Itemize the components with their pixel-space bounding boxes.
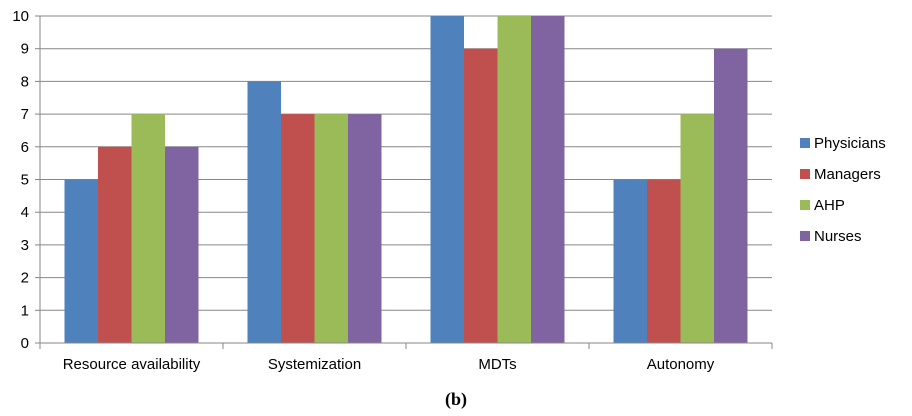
legend-label-ahp: AHP <box>814 197 845 214</box>
x-category-label: MDTs <box>478 356 516 373</box>
bar-managers <box>464 48 498 343</box>
y-tick-label: 2 <box>21 270 29 287</box>
bar-physicians <box>64 179 98 343</box>
bar-nurses <box>531 16 565 343</box>
x-category-label: Autonomy <box>647 356 715 373</box>
bar-ahp <box>680 114 714 343</box>
legend-label-managers: Managers <box>814 166 881 183</box>
legend-swatch-managers <box>800 169 810 179</box>
y-tick-label: 3 <box>21 237 29 254</box>
y-tick-label: 5 <box>21 172 29 189</box>
bar-physicians <box>247 81 281 344</box>
legend-swatch-nurses <box>800 231 810 241</box>
bar-nurses <box>165 146 199 343</box>
x-category-label: Systemization <box>268 356 361 373</box>
figure-caption: (b) <box>445 389 467 409</box>
bar-nurses <box>348 114 382 343</box>
bar-managers <box>98 146 132 343</box>
legend-label-nurses: Nurses <box>814 228 862 245</box>
legend-swatch-ahp <box>800 200 810 210</box>
bar-physicians <box>430 16 464 343</box>
bar-ahp <box>131 114 165 343</box>
legend-swatch-physicians <box>800 138 810 148</box>
bar-managers <box>281 114 315 343</box>
x-axis-labels: Resource availability Systemization MDTs Au… <box>63 356 715 373</box>
y-tick-label: 10 <box>12 8 29 25</box>
y-tick-label: 0 <box>21 335 29 352</box>
y-tick-label: 1 <box>21 302 29 319</box>
bar-managers <box>647 179 681 343</box>
y-tick-label: 6 <box>21 139 29 156</box>
bar-physicians <box>613 179 647 343</box>
y-axis-ticks: 0 1 2 3 4 5 6 7 8 9 10 <box>12 8 29 352</box>
bars <box>64 16 748 344</box>
bar-nurses <box>714 48 748 343</box>
y-tick-label: 8 <box>21 73 29 90</box>
x-category-label: Resource availability <box>63 356 201 373</box>
y-tick-label: 7 <box>21 106 29 123</box>
y-tick-label: 4 <box>21 204 29 221</box>
axes <box>39 16 773 349</box>
bar-ahp <box>314 114 348 343</box>
bar-ahp <box>497 16 531 343</box>
legend-label-physicians: Physicians <box>814 135 886 152</box>
y-tick-label: 9 <box>21 41 29 58</box>
legend: Physicians Managers AHP Nurses <box>800 135 886 245</box>
